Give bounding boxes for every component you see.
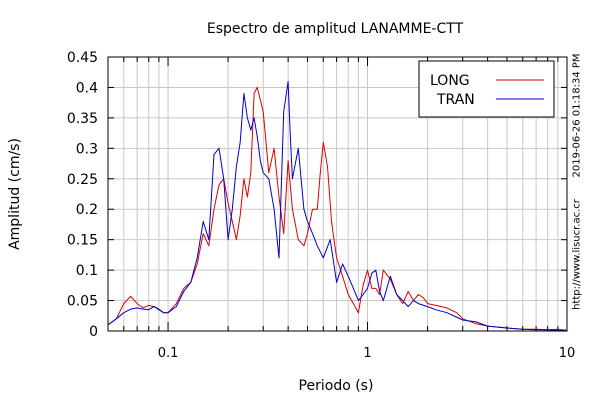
y-tick-label: 0.35: [67, 111, 98, 127]
x-tick-label: 1: [363, 346, 371, 361]
y-tick-label: 0.2: [76, 202, 98, 218]
x-tick-label: 0.1: [158, 346, 179, 361]
legend-box: [418, 60, 555, 118]
legend-label-tran: TRAN: [436, 92, 475, 108]
plot-frame: [107, 56, 568, 332]
timestamp-label: 2019-06-26 01:18:34 PM: [571, 53, 583, 178]
chart-legend: LONG TRAN: [418, 60, 555, 118]
y-tick-label: 0: [89, 324, 98, 340]
chart-title: Espectro de amplitud LANAMME-CTT: [207, 21, 464, 37]
legend-label-long: LONG: [430, 73, 470, 89]
y-tick-label: 0.15: [67, 233, 98, 249]
y-tick-label: 0.05: [67, 294, 98, 310]
chart-series: [107, 80, 568, 331]
y-tick-label: 0.3: [76, 141, 98, 157]
series-line-long: [107, 86, 568, 331]
y-tick-label: 0.4: [76, 80, 98, 96]
website-label: http://www.lisucr.ac.cr: [571, 199, 583, 310]
series-line-tran: [107, 80, 567, 331]
y-tick-label: 0.45: [67, 50, 98, 66]
x-axis-label: Periodo (s): [299, 378, 374, 394]
chart-ticks: 0.1 1 10 0 0.05 0.1 0.15 0.2 0.25 0.3 0.35 0.4 0.45: [67, 50, 575, 361]
x-tick-label: 10: [559, 346, 576, 361]
y-tick-label: 0.25: [67, 172, 98, 188]
y-tick-label: 0.1: [76, 263, 98, 279]
y-axis-label: Amplitud (cm/s): [7, 138, 23, 250]
